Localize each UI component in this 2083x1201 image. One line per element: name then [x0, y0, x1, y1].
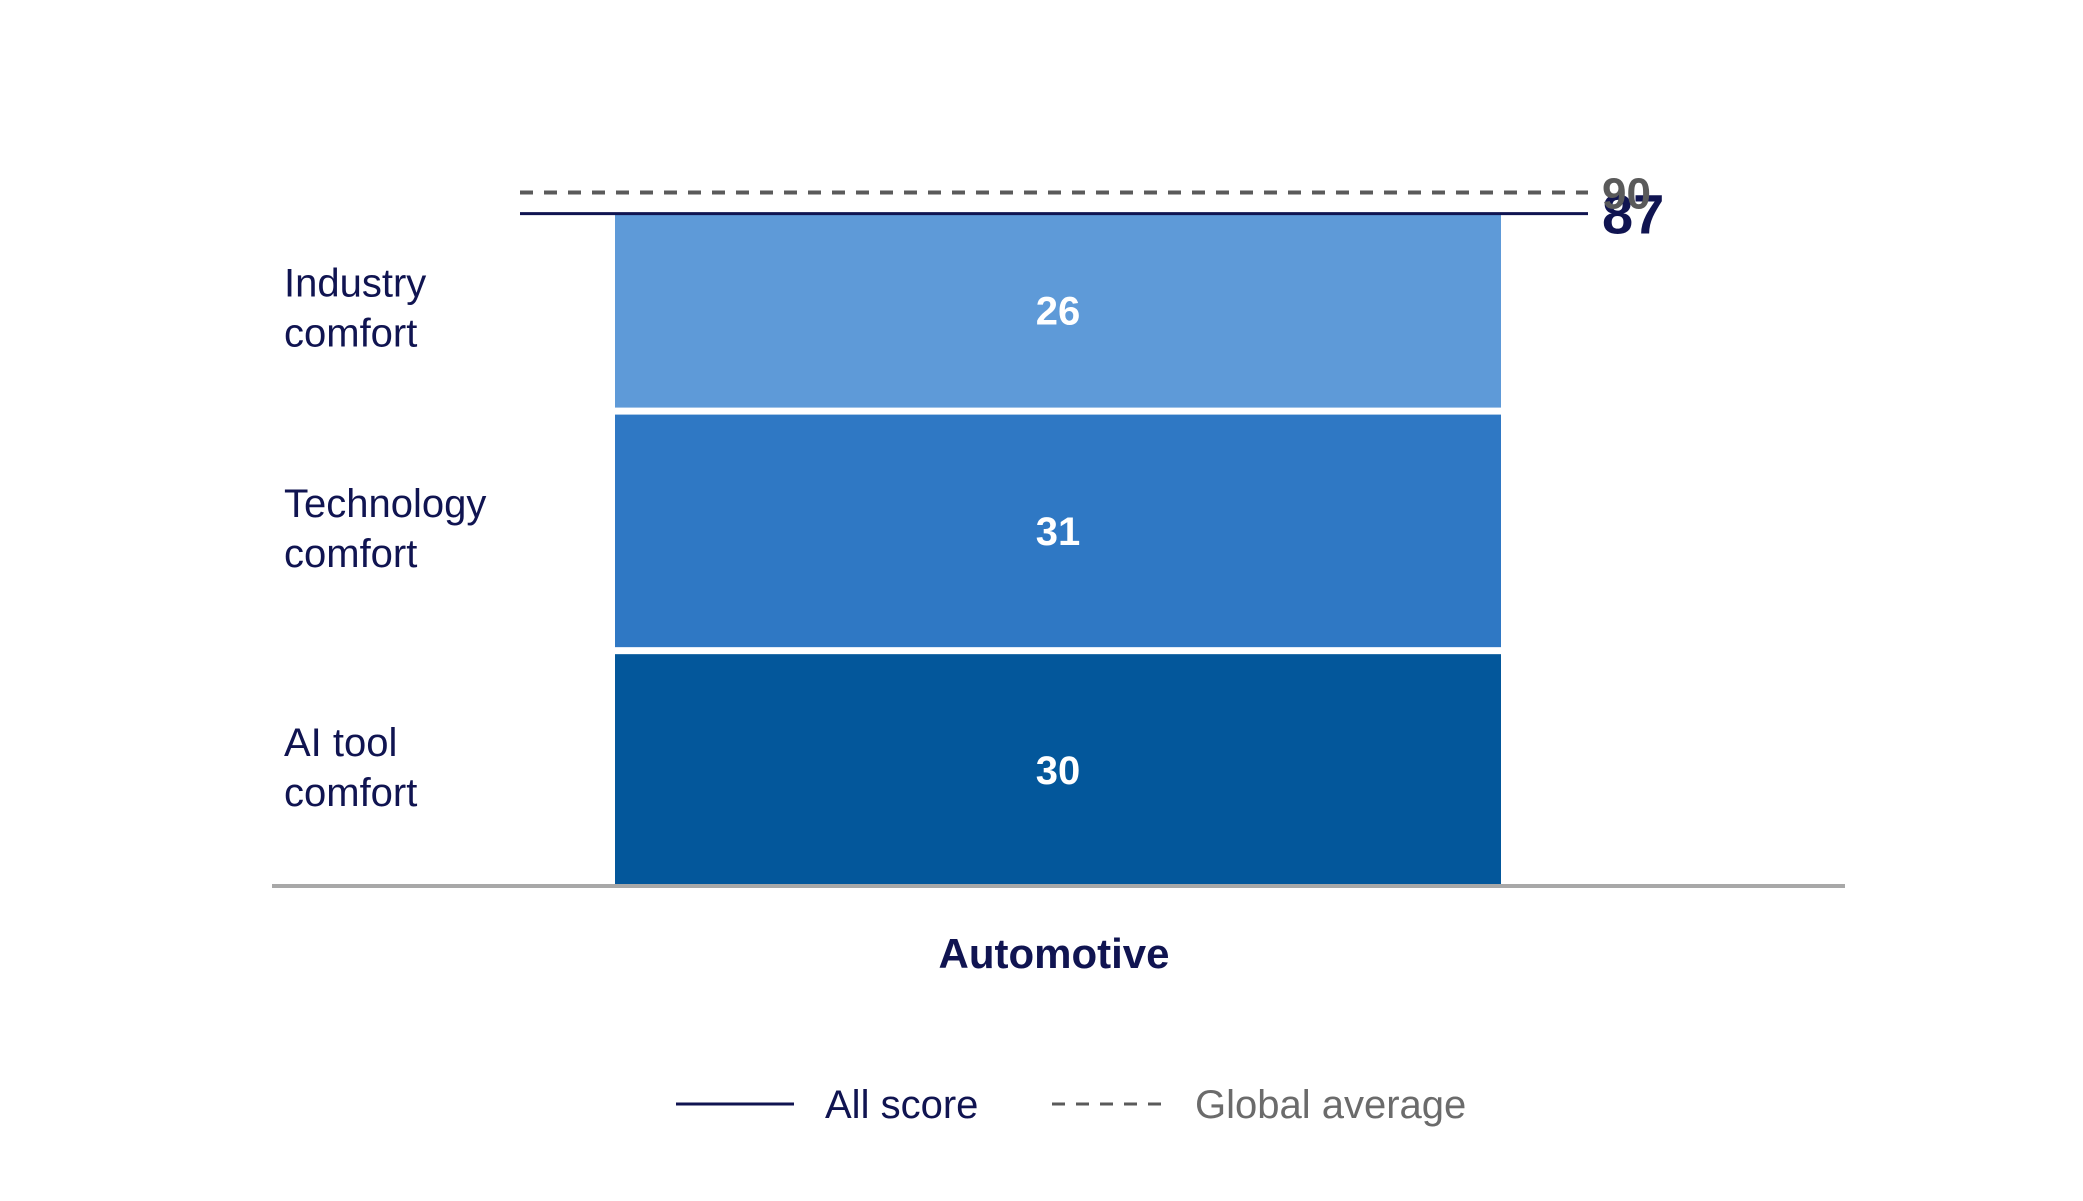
legend: All score Global average	[676, 1083, 1466, 1127]
legend-global-average-label: Global average	[1195, 1083, 1466, 1127]
category-label: Automotive	[939, 930, 1170, 977]
segment-labels: 30 AI tool comfort 31 Technology comfort 26 Ind…	[284, 262, 1080, 815]
segment-value-industry-comfort: 26	[1036, 290, 1081, 334]
segment-value-technology-comfort: 31	[1036, 510, 1081, 554]
segment-label-industry-comfort-line-1: Industry	[284, 262, 426, 306]
segment-value-ai-tool-comfort: 30	[1036, 749, 1081, 793]
bar-segment-industry-comfort	[615, 213, 1501, 408]
all-score-value: 87	[1602, 183, 1664, 246]
global-average-value: 90	[1602, 169, 1651, 218]
segment-label-technology-comfort-line-2: comfort	[284, 532, 417, 576]
segment-label-technology-comfort-line-1: Technology	[284, 482, 486, 526]
segment-label-ai-tool-comfort-line-1: AI tool	[284, 721, 397, 765]
bar-segments	[615, 213, 1501, 886]
segment-label-industry-comfort-line-2: comfort	[284, 312, 417, 356]
bar-segment-technology-comfort	[615, 414, 1501, 648]
legend-all-score-label: All score	[825, 1083, 978, 1127]
bar-segment-ai-tool-comfort	[615, 654, 1501, 886]
segment-label-ai-tool-comfort-line-2: comfort	[284, 771, 417, 815]
